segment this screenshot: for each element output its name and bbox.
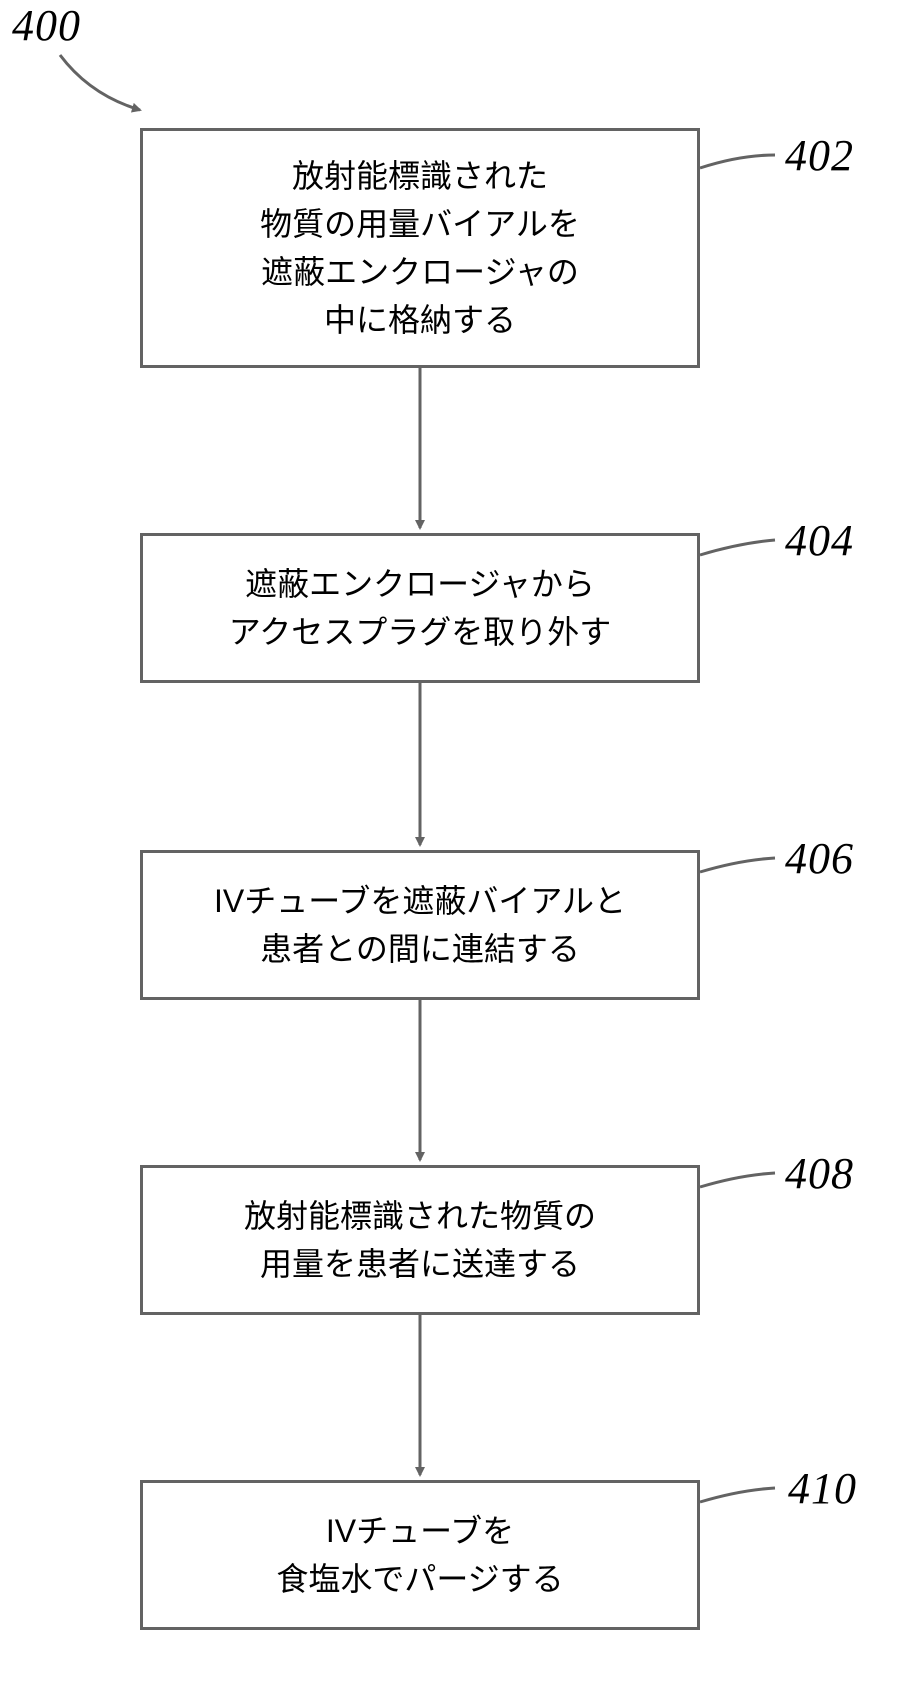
flow-step-3-ref: 406 [785,833,854,884]
flow-step-3-text: IVチューブを遮蔽バイアルと 患者との間に連結する [214,877,626,973]
flow-step-5-text: IVチューブを 食塩水でパージする [276,1507,563,1603]
flow-step-1: 放射能標識された 物質の用量バイアルを 遮蔽エンクロージャの 中に格納する [140,128,700,368]
flow-step-2-ref: 404 [785,515,854,566]
flow-step-2: 遮蔽エンクロージャから アクセスプラグを取り外す [140,533,700,683]
flow-step-4-ref: 408 [785,1148,854,1199]
flow-step-5: IVチューブを 食塩水でパージする [140,1480,700,1630]
flow-step-1-ref: 402 [785,130,854,181]
flow-step-4-text: 放射能標識された物質の 用量を患者に送達する [244,1192,596,1288]
flow-step-4: 放射能標識された物質の 用量を患者に送達する [140,1165,700,1315]
flow-step-3: IVチューブを遮蔽バイアルと 患者との間に連結する [140,850,700,1000]
flow-step-1-text: 放射能標識された 物質の用量バイアルを 遮蔽エンクロージャの 中に格納する [260,152,580,344]
flow-step-5-ref: 410 [788,1463,857,1514]
flow-step-2-text: 遮蔽エンクロージャから アクセスプラグを取り外す [229,560,611,656]
